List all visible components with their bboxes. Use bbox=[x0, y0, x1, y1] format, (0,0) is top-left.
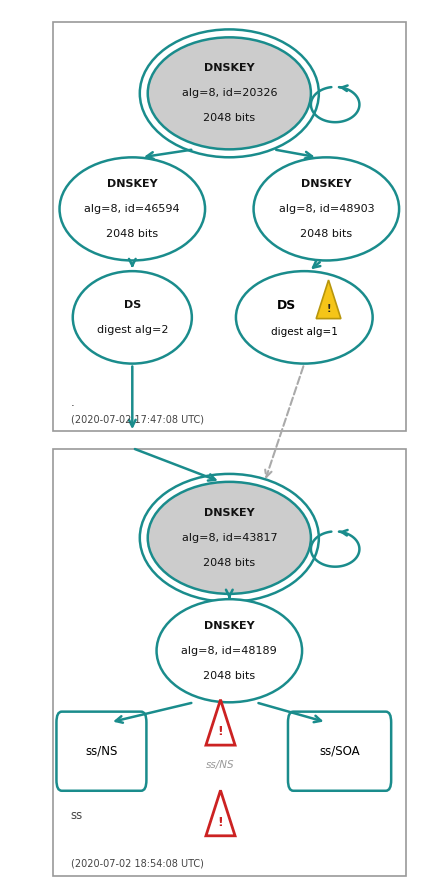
Text: ss: ss bbox=[71, 809, 83, 822]
Ellipse shape bbox=[148, 482, 311, 594]
Text: !: ! bbox=[217, 725, 224, 739]
Text: ss/SOA: ss/SOA bbox=[319, 745, 360, 757]
Polygon shape bbox=[316, 280, 341, 318]
Text: DNSKEY: DNSKEY bbox=[204, 621, 254, 631]
FancyBboxPatch shape bbox=[288, 711, 391, 791]
Ellipse shape bbox=[148, 37, 311, 149]
Text: DS: DS bbox=[277, 300, 296, 312]
Text: 2048 bits: 2048 bits bbox=[106, 228, 158, 239]
Text: .: . bbox=[71, 396, 75, 409]
Text: alg=8, id=48189: alg=8, id=48189 bbox=[181, 645, 277, 656]
Text: !: ! bbox=[217, 816, 224, 829]
Text: alg=8, id=43817: alg=8, id=43817 bbox=[182, 533, 277, 543]
Text: alg=8, id=20326: alg=8, id=20326 bbox=[182, 88, 277, 99]
Ellipse shape bbox=[236, 271, 373, 364]
Text: DNSKEY: DNSKEY bbox=[107, 179, 157, 189]
Ellipse shape bbox=[73, 271, 192, 364]
Text: 2048 bits: 2048 bits bbox=[203, 113, 255, 124]
Text: (2020-07-02 18:54:08 UTC): (2020-07-02 18:54:08 UTC) bbox=[71, 859, 203, 869]
Text: DNSKEY: DNSKEY bbox=[204, 63, 254, 74]
Text: alg=8, id=48903: alg=8, id=48903 bbox=[279, 204, 374, 214]
Text: DNSKEY: DNSKEY bbox=[301, 179, 351, 189]
Text: !: ! bbox=[326, 304, 331, 314]
Text: DNSKEY: DNSKEY bbox=[204, 508, 254, 518]
FancyBboxPatch shape bbox=[56, 711, 146, 791]
Polygon shape bbox=[53, 449, 406, 876]
Text: (2020-07-02 17:47:08 UTC): (2020-07-02 17:47:08 UTC) bbox=[71, 414, 204, 424]
Polygon shape bbox=[206, 790, 235, 836]
Polygon shape bbox=[206, 700, 235, 745]
Text: ss/NS: ss/NS bbox=[85, 745, 118, 757]
Text: ss/NS: ss/NS bbox=[206, 759, 235, 770]
Text: 2048 bits: 2048 bits bbox=[203, 670, 255, 681]
Text: 2048 bits: 2048 bits bbox=[203, 557, 255, 568]
Ellipse shape bbox=[157, 599, 302, 702]
Text: digest alg=1: digest alg=1 bbox=[271, 326, 338, 337]
Polygon shape bbox=[53, 22, 406, 431]
Text: alg=8, id=46594: alg=8, id=46594 bbox=[85, 204, 180, 214]
Text: digest alg=2: digest alg=2 bbox=[97, 324, 168, 335]
Ellipse shape bbox=[60, 157, 205, 260]
Ellipse shape bbox=[254, 157, 399, 260]
Text: 2048 bits: 2048 bits bbox=[300, 228, 352, 239]
Text: DS: DS bbox=[123, 300, 141, 310]
